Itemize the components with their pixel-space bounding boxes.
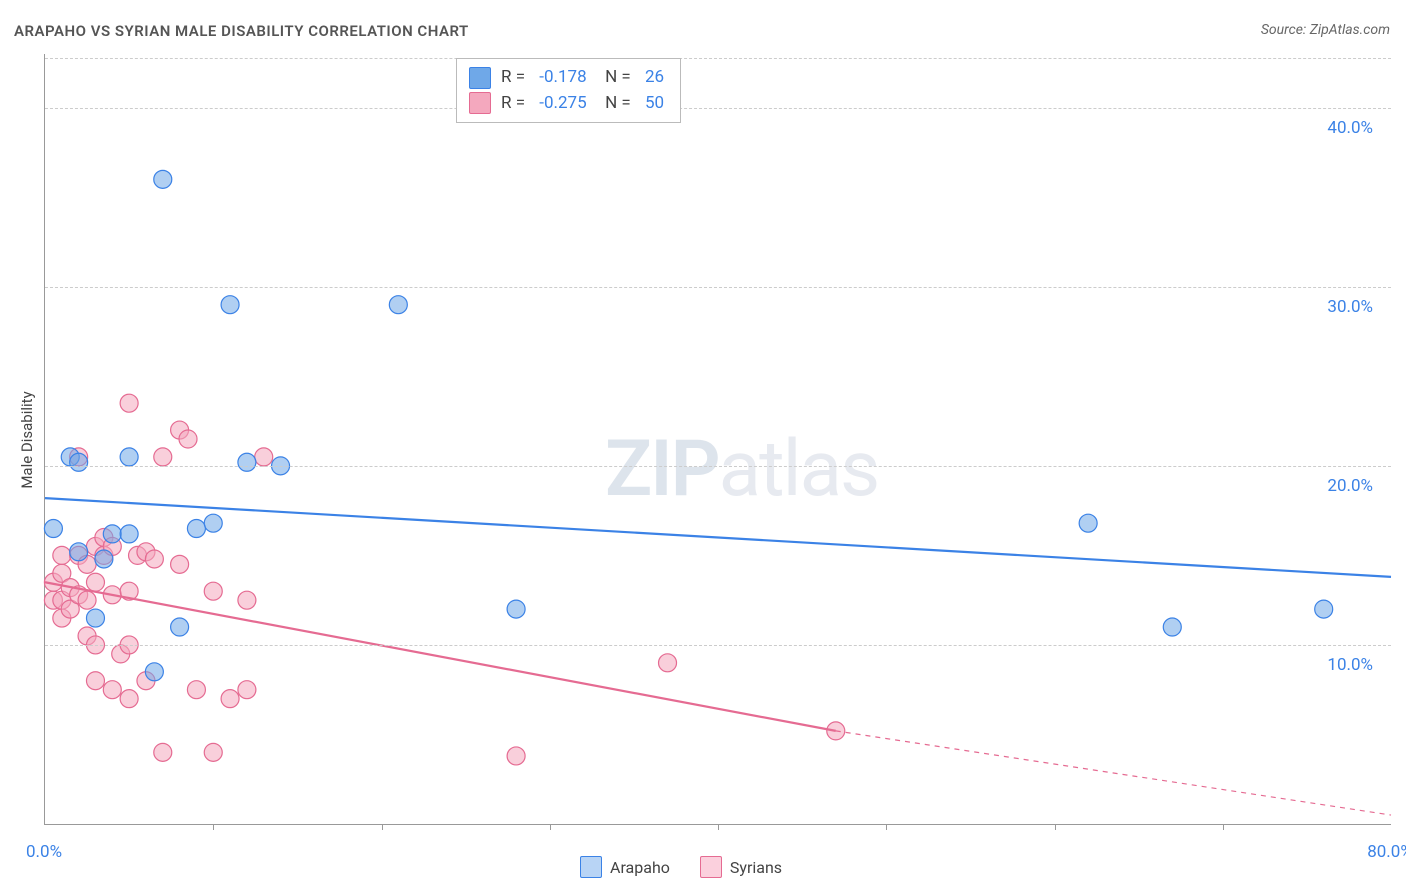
legend-label: Syrians — [730, 858, 782, 877]
scatter-point — [1163, 618, 1181, 636]
scatter-point — [187, 520, 205, 538]
scatter-point — [1315, 600, 1333, 618]
gridline — [45, 108, 1391, 109]
scatter-point — [255, 448, 273, 466]
plot-area: ZIPatlas 10.0%20.0%30.0%40.0% — [44, 54, 1391, 825]
y-tick-label: 20.0% — [1327, 476, 1373, 496]
scatter-point — [1079, 514, 1097, 532]
scatter-svg — [45, 54, 1391, 824]
chart-container: ARAPAHO VS SYRIAN MALE DISABILITY CORREL… — [0, 0, 1406, 892]
scatter-point — [154, 448, 172, 466]
scatter-point — [145, 550, 163, 568]
stat-r-label: R = — [501, 65, 529, 91]
x-tick-mark — [1223, 824, 1224, 830]
scatter-point — [238, 453, 256, 471]
scatter-point — [389, 296, 407, 314]
legend-swatch — [700, 856, 722, 878]
stat-r-value: -0.275 — [539, 91, 586, 117]
stat-n-label: N = — [597, 91, 635, 117]
scatter-point — [221, 690, 239, 708]
scatter-point — [507, 747, 525, 765]
x-tick-mark — [550, 824, 551, 830]
trend-line-dashed — [836, 731, 1391, 815]
scatter-point — [187, 681, 205, 699]
scatter-point — [103, 525, 121, 543]
gridline — [45, 645, 1391, 646]
scatter-point — [204, 582, 222, 600]
scatter-point — [120, 448, 138, 466]
chart-title: ARAPAHO VS SYRIAN MALE DISABILITY CORREL… — [14, 22, 469, 40]
x-tick-mark — [1055, 824, 1056, 830]
scatter-point — [171, 555, 189, 573]
x-tick-mark — [718, 824, 719, 830]
stat-n-value: 26 — [645, 65, 664, 91]
legend-item: Arapaho — [580, 856, 670, 878]
scatter-point — [171, 618, 189, 636]
scatter-point — [86, 609, 104, 627]
scatter-point — [204, 514, 222, 532]
scatter-point — [221, 296, 239, 314]
trend-line — [45, 498, 1391, 577]
scatter-point — [70, 453, 88, 471]
scatter-point — [53, 546, 71, 564]
scatter-point — [86, 573, 104, 591]
trend-line — [45, 582, 836, 731]
x-tick-label: 0.0% — [26, 842, 62, 862]
scatter-point — [154, 170, 172, 188]
legend-swatch — [469, 67, 491, 89]
scatter-point — [154, 743, 172, 761]
scatter-point — [145, 663, 163, 681]
legend-label: Arapaho — [610, 858, 670, 877]
scatter-point — [44, 520, 62, 538]
scatter-point — [507, 600, 525, 618]
legend-swatch — [469, 92, 491, 114]
series-legend: Arapaho Syrians — [580, 856, 782, 878]
legend-item: Syrians — [700, 856, 782, 878]
scatter-point — [120, 690, 138, 708]
y-tick-label: 10.0% — [1327, 655, 1373, 675]
scatter-point — [204, 743, 222, 761]
x-tick-mark — [213, 824, 214, 830]
scatter-point — [86, 672, 104, 690]
scatter-point — [238, 681, 256, 699]
x-tick-mark — [382, 824, 383, 830]
scatter-point — [120, 525, 138, 543]
x-tick-label: 80.0% — [1367, 842, 1406, 862]
source-attribution: Source: ZipAtlas.com — [1261, 22, 1390, 38]
stat-n-label: N = — [597, 65, 635, 91]
gridline — [45, 58, 1391, 59]
x-tick-mark — [886, 824, 887, 830]
y-axis-label: Male Disability — [18, 391, 36, 488]
scatter-point — [120, 394, 138, 412]
legend-swatch — [580, 856, 602, 878]
scatter-point — [78, 591, 96, 609]
y-tick-label: 30.0% — [1327, 297, 1373, 317]
scatter-point — [238, 591, 256, 609]
gridline — [45, 466, 1391, 467]
stat-n-value: 50 — [645, 91, 664, 117]
scatter-point — [659, 654, 677, 672]
stats-legend-row: R = -0.275 N = 50 — [469, 91, 664, 117]
stats-legend-row: R = -0.178 N = 26 — [469, 65, 664, 91]
scatter-point — [103, 681, 121, 699]
scatter-point — [179, 430, 197, 448]
stats-legend: R = -0.178 N = 26R = -0.275 N = 50 — [456, 58, 681, 123]
scatter-point — [70, 543, 88, 561]
scatter-point — [95, 550, 113, 568]
stat-r-value: -0.178 — [539, 65, 586, 91]
gridline — [45, 287, 1391, 288]
y-tick-label: 40.0% — [1327, 118, 1373, 138]
stat-r-label: R = — [501, 91, 529, 117]
